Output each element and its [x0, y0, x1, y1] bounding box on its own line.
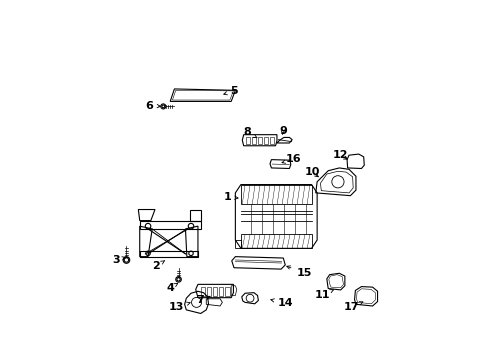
Text: 3: 3 [112, 255, 125, 265]
Text: 6: 6 [145, 100, 160, 111]
Text: 4: 4 [166, 283, 178, 293]
Text: 10: 10 [304, 167, 319, 177]
Text: 5: 5 [224, 86, 238, 96]
Text: 8: 8 [243, 127, 256, 138]
Text: 14: 14 [270, 298, 293, 308]
Text: 15: 15 [286, 266, 311, 278]
Text: 1: 1 [224, 192, 238, 202]
Text: 11: 11 [314, 290, 333, 300]
Text: 17: 17 [344, 302, 362, 311]
Text: 12: 12 [332, 150, 347, 161]
Text: 7: 7 [196, 296, 209, 305]
Text: 13: 13 [168, 302, 190, 312]
Text: 2: 2 [152, 261, 164, 271]
Text: 16: 16 [282, 154, 301, 164]
Text: 9: 9 [278, 126, 286, 136]
